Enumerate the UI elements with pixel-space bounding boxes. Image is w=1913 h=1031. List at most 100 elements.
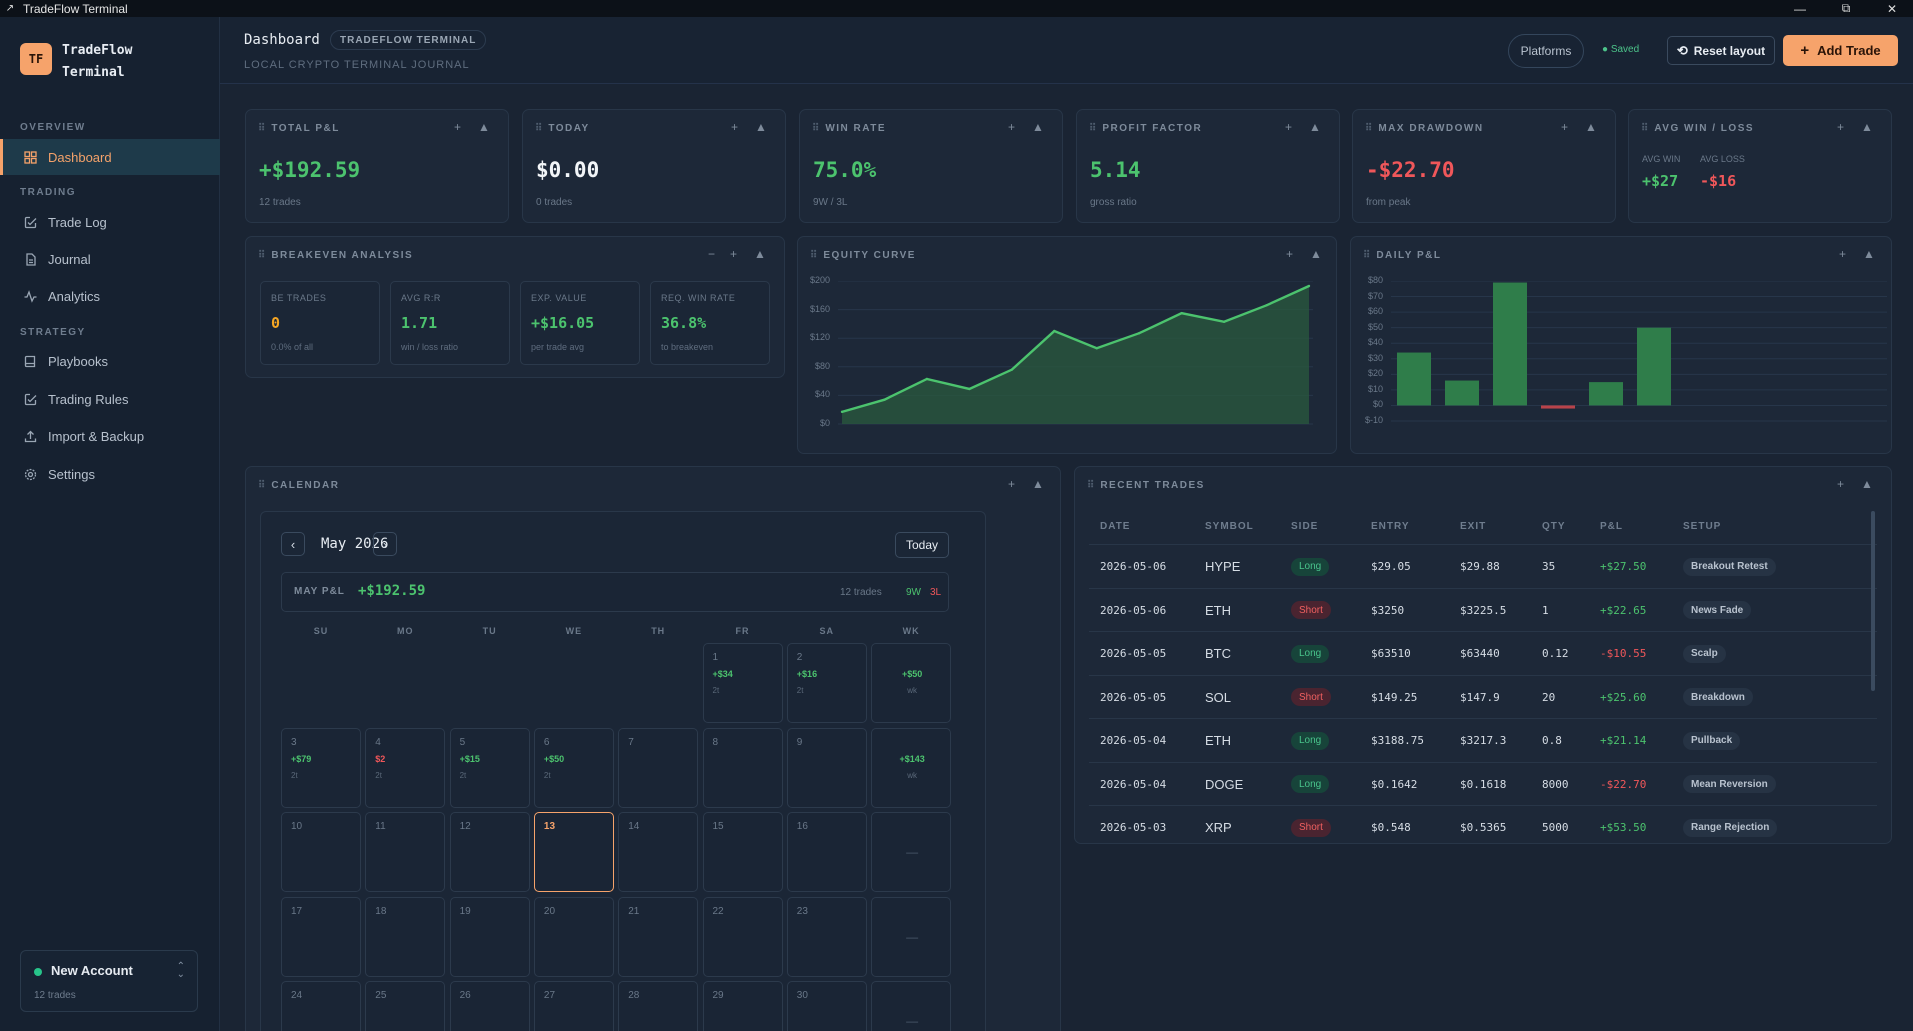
table-row[interactable]: 2026-05-05 BTC Long $63510 $63440 0.12 -$10.55… [1089,631,1877,674]
drag-handle-icon[interactable]: ⠿ [535,123,543,134]
drag-handle-icon[interactable]: ⠿ [1365,123,1373,134]
drag-handle-icon[interactable]: ⠿ [1641,123,1649,134]
table-row[interactable]: 2026-05-03 XRP Short $0.548 $0.5365 5000 +$53.… [1089,805,1877,843]
add-widget-icon[interactable]: + [1837,477,1845,491]
calendar-day[interactable]: 30 [786,981,867,1031]
sidebar-item-playbooks[interactable]: Playbooks [0,343,220,379]
sidebar-item-dashboard[interactable]: Dashboard [0,139,220,175]
drag-handle-icon[interactable]: ⠿ [1089,123,1097,134]
add-widget-icon[interactable]: + [1285,120,1293,134]
account-switcher[interactable]: New Account 12 trades ⌃ ⌄ [20,950,198,1012]
add-widget-icon[interactable]: + [1839,247,1847,261]
collapse-icon[interactable]: ▲ [1585,120,1597,134]
drag-handle-icon[interactable]: ⠿ [810,250,818,261]
column-header[interactable]: ENTRY [1371,521,1410,532]
collapse-icon[interactable]: ▲ [1032,477,1044,491]
prev-month-button[interactable]: ‹ [281,532,305,556]
calendar-day[interactable]: 25 [365,981,446,1031]
sidebar-item-journal[interactable]: Journal [0,241,220,277]
column-header[interactable]: P&L [1600,521,1623,532]
table-row[interactable]: 2026-05-05 SOL Short $149.25 $147.9 20 +$25.60… [1089,674,1877,718]
sidebar-item-settings[interactable]: Settings [0,456,220,492]
table-scrollbar[interactable] [1871,511,1875,691]
column-header[interactable]: DATE [1100,521,1131,532]
maximize-button[interactable]: ⧉ [1841,1,1851,15]
collapse-icon[interactable]: ▲ [478,120,490,134]
table-row[interactable]: 2026-05-04 DOGE Long $0.1642 $0.1618 8000 -$22… [1089,761,1877,805]
calendar-day[interactable]: 6 +$50 2t [533,727,614,808]
calendar-day[interactable]: 18 [365,896,446,977]
collapse-icon[interactable]: ▲ [755,120,767,134]
brand-logo[interactable]: TF [20,43,52,75]
calendar-day[interactable]: 17 [281,896,361,977]
calendar-day[interactable]: 21 [618,896,699,977]
calendar-day[interactable]: 10 [281,812,361,892]
add-trade-button[interactable]: + Add Trade [1783,35,1898,66]
calendar-day[interactable]: 24 [281,981,361,1031]
sidebar-item-analytics[interactable]: Analytics [0,278,220,314]
add-widget-icon[interactable]: + [730,247,738,261]
add-widget-icon[interactable]: + [1286,247,1294,261]
table-row[interactable]: 2026-05-04 ETH Long $3188.75 $3217.3 0.8 +$21.… [1089,718,1877,761]
calendar-day[interactable]: 1 +$34 2t [702,643,783,723]
drag-handle-icon[interactable]: ⠿ [258,480,266,491]
close-button[interactable]: ✕ [1886,1,1898,16]
calendar-day[interactable]: 8 [702,727,783,808]
minimize-button[interactable]: — [1794,1,1806,16]
calendar-day[interactable]: 7 [618,727,699,808]
next-month-button[interactable]: › [373,532,397,556]
calendar-day[interactable]: 23 [786,896,867,977]
calendar-day[interactable]: 22 [702,896,783,977]
add-widget-icon[interactable]: + [1837,120,1845,134]
drag-handle-icon[interactable]: ⠿ [258,123,266,134]
kpi-subtext: 12 trades [259,197,301,208]
platforms-button[interactable]: Platforms [1508,34,1584,68]
calendar-day[interactable]: 11 [365,812,446,892]
calendar-day[interactable]: 12 [449,812,530,892]
collapse-icon[interactable]: ▲ [754,247,766,261]
calendar-day[interactable]: 16 [786,812,867,892]
add-widget-icon[interactable]: + [1008,120,1016,134]
collapse-icon[interactable]: ▲ [1861,477,1873,491]
add-widget-icon[interactable]: + [454,120,462,134]
reset-layout-button[interactable]: ⟲ Reset layout [1667,36,1775,65]
add-widget-icon[interactable]: + [1561,120,1569,134]
sidebar-item-trading-rules[interactable]: Trading Rules [0,381,220,417]
column-header[interactable]: SIDE [1291,521,1319,532]
calendar-day[interactable]: 4 $2 2t [365,727,446,808]
calendar-day[interactable]: 20 [533,896,614,977]
table-row[interactable]: 2026-05-06 HYPE Long $29.05 $29.88 35 +$27.50 B… [1089,544,1877,587]
column-header[interactable]: SYMBOL [1205,521,1254,532]
add-widget-icon[interactable]: + [731,120,739,134]
drag-handle-icon[interactable]: ⠿ [812,123,820,134]
column-header[interactable]: EXIT [1460,521,1487,532]
collapse-icon[interactable]: ▲ [1310,247,1322,261]
sidebar-item-trade-log[interactable]: Trade Log [0,204,220,240]
drag-handle-icon[interactable]: ⠿ [258,250,266,261]
calendar-day[interactable]: 27 [533,981,614,1031]
calendar-day[interactable]: 9 [786,727,867,808]
collapse-icon[interactable]: ▲ [1032,120,1044,134]
column-header[interactable]: QTY [1542,521,1566,532]
calendar-day[interactable]: 26 [449,981,530,1031]
calendar-day[interactable]: 5 +$15 2t [449,727,530,808]
calendar-day[interactable]: 29 [702,981,783,1031]
calendar-day[interactable]: 15 [702,812,783,892]
add-widget-icon[interactable]: + [1008,477,1016,491]
drag-handle-icon[interactable]: ⠿ [1087,480,1095,491]
calendar-day[interactable]: 28 [618,981,699,1031]
calendar-day[interactable]: 2 +$16 2t [786,643,867,723]
calendar-day[interactable]: 3 +$79 2t [281,727,361,808]
today-button[interactable]: Today [895,532,949,558]
collapse-icon[interactable]: ▲ [1309,120,1321,134]
calendar-day[interactable]: 14 [618,812,699,892]
column-header[interactable]: SETUP [1683,521,1722,532]
drag-handle-icon[interactable]: ⠿ [1363,250,1371,261]
table-row[interactable]: 2026-05-06 ETH Short $3250 $3225.5 1 +$22.65 Ne… [1089,587,1877,631]
calendar-day[interactable]: 19 [449,896,530,977]
calendar-day[interactable]: 13 [533,812,614,892]
sidebar-item-import-backup[interactable]: Import & Backup [0,418,220,454]
collapse-icon[interactable]: ▲ [1861,120,1873,134]
collapse-icon[interactable]: ▲ [1863,247,1875,261]
minus-icon[interactable]: − [708,247,716,261]
